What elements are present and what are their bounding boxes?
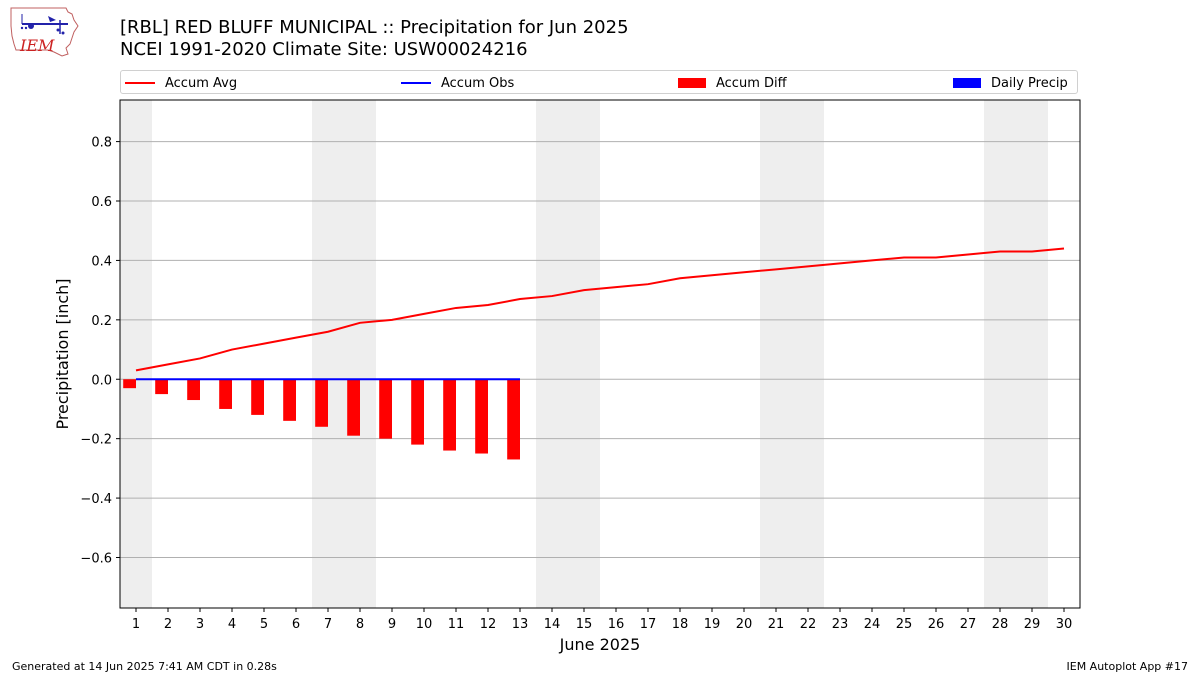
x-tick-label: 10	[416, 617, 433, 632]
x-axis-label: June 2025	[559, 635, 641, 654]
x-tick-label: 28	[992, 617, 1009, 632]
legend-item-accum-avg: Accum Avg	[125, 74, 237, 92]
iem-logo-icon: IEM	[8, 6, 80, 60]
x-tick-label: 13	[512, 617, 529, 632]
series-lines	[135, 247, 1065, 381]
x-tick-label: 22	[800, 617, 817, 632]
legend-swatch-accum-diff	[678, 78, 706, 88]
accum-diff-bar	[315, 379, 328, 427]
footer-generated-text: Generated at 14 Jun 2025 7:41 AM CDT in …	[12, 660, 277, 673]
x-tick-label: 19	[704, 617, 721, 632]
x-tick-label: 2	[164, 617, 172, 632]
accum-diff-bar	[251, 379, 264, 415]
accum-diff-bar	[443, 379, 456, 451]
accum-diff-bar	[411, 379, 424, 445]
x-axis-ticks: 1 2 3 4 5 6 7 8 9 10 11 12 13 14 15 16 17 18 19 20 21 22 23 24 2…	[132, 608, 1072, 632]
weekend-bands	[120, 100, 1048, 608]
y-tick-label: 0.6	[91, 195, 112, 210]
accum-diff-bar	[123, 379, 136, 389]
x-tick-label: 21	[768, 617, 785, 632]
x-tick-label: 5	[260, 617, 268, 632]
plot-frame	[119, 99, 1081, 609]
x-tick-label: 17	[640, 617, 657, 632]
legend-label-daily-precip: Daily Precip	[991, 75, 1068, 91]
legend-item-daily-precip: Daily Precip	[953, 74, 1068, 92]
legend-label-accum-avg: Accum Avg	[165, 75, 238, 91]
y-tick-label: −0.4	[80, 492, 112, 507]
legend-label-accum-diff: Accum Diff	[716, 75, 787, 91]
legend-swatch-daily-precip	[953, 78, 981, 88]
chart-legend: Accum Avg Accum Obs Accum Diff Daily Pre…	[120, 70, 1078, 94]
logo-text: IEM	[19, 36, 55, 55]
accum-diff-bar	[507, 379, 520, 460]
y-tick-label: 0.2	[91, 314, 112, 329]
legend-swatch-accum-obs	[401, 82, 431, 84]
x-tick-label: 27	[960, 617, 977, 632]
x-tick-label: 6	[292, 617, 300, 632]
legend-item-accum-obs: Accum Obs	[401, 74, 514, 92]
x-tick-label: 8	[356, 617, 364, 632]
x-tick-label: 18	[672, 617, 689, 632]
legend-item-accum-diff: Accum Diff	[678, 74, 787, 92]
x-tick-label: 9	[388, 617, 396, 632]
x-tick-label: 24	[864, 617, 881, 632]
x-tick-label: 11	[448, 617, 465, 632]
weekend-band-0	[120, 100, 152, 608]
y-tick-label: 0.4	[91, 254, 112, 269]
weekend-band-2	[536, 100, 600, 608]
x-tick-label: 4	[228, 617, 236, 632]
weekend-band-3	[760, 100, 824, 608]
x-tick-label: 16	[608, 617, 625, 632]
x-tick-label: 30	[1056, 617, 1073, 632]
weekend-band-1	[312, 100, 376, 608]
accum-diff-bar	[187, 379, 200, 401]
chart-subtitle: NCEI 1991-2020 Climate Site: USW00024216	[120, 39, 528, 60]
legend-label-accum-obs: Accum Obs	[441, 75, 515, 91]
x-tick-label: 14	[544, 617, 561, 632]
y-tick-label: −0.2	[80, 433, 112, 448]
accum-diff-bars	[123, 379, 520, 460]
weekend-band-4	[984, 100, 1048, 608]
x-tick-label: 7	[324, 617, 332, 632]
legend-swatch-accum-avg	[125, 82, 155, 84]
x-tick-label: 25	[896, 617, 913, 632]
x-tick-label: 3	[196, 617, 204, 632]
accum-diff-bar	[347, 379, 360, 436]
x-tick-label: 26	[928, 617, 945, 632]
x-tick-label: 29	[1024, 617, 1041, 632]
x-tick-label: 23	[832, 617, 849, 632]
y-axis-ticks: −0.6 −0.4 −0.2 0.0 0.2 0.4 0.6 0.8	[80, 136, 120, 566]
accum-diff-bar	[219, 379, 232, 409]
accum-avg-line	[135, 247, 1065, 372]
y-axis-label: Precipitation [inch]	[53, 278, 72, 429]
chart-title: [RBL] RED BLUFF MUNICIPAL :: Precipitati…	[120, 17, 629, 38]
accum-diff-bar	[475, 379, 488, 454]
y-tick-label: 0.8	[91, 136, 112, 151]
accum-diff-bar	[155, 379, 168, 395]
x-tick-label: 12	[480, 617, 497, 632]
x-tick-label: 20	[736, 617, 753, 632]
x-tick-label: 15	[576, 617, 593, 632]
accum-diff-bar	[379, 379, 392, 439]
accum-diff-bar	[283, 379, 296, 421]
y-tick-label: 0.0	[91, 373, 112, 388]
x-tick-label: 1	[132, 617, 140, 632]
y-tick-label: −0.6	[80, 551, 112, 566]
footer-app-text: IEM Autoplot App #17	[1066, 660, 1189, 673]
